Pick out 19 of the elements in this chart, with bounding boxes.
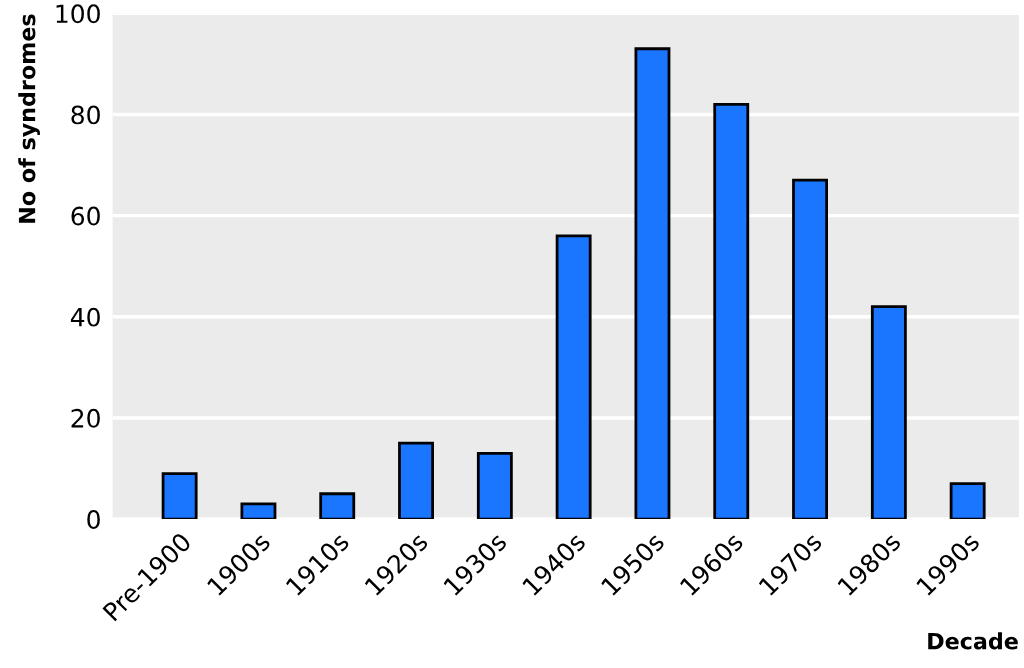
bar — [634, 47, 671, 520]
bar — [476, 451, 513, 520]
bar — [949, 482, 986, 520]
bar — [713, 102, 750, 520]
y-tick-label: 20 — [71, 408, 100, 428]
y-tick-label: 40 — [70, 307, 100, 327]
y-tick-label: 60 — [71, 206, 100, 226]
bar — [555, 234, 592, 520]
y-tick-label: 0 — [87, 509, 100, 529]
bar — [319, 492, 356, 520]
bar — [398, 441, 434, 520]
y-tick-label: 80 — [71, 105, 100, 125]
bar — [792, 178, 828, 520]
y-tick-label: 100 — [56, 4, 100, 24]
bar — [870, 305, 907, 520]
x-axis-title: Decade — [928, 632, 1018, 650]
y-axis-title: No of syndromes — [18, 14, 40, 223]
bar — [161, 472, 198, 520]
bar — [240, 502, 277, 520]
